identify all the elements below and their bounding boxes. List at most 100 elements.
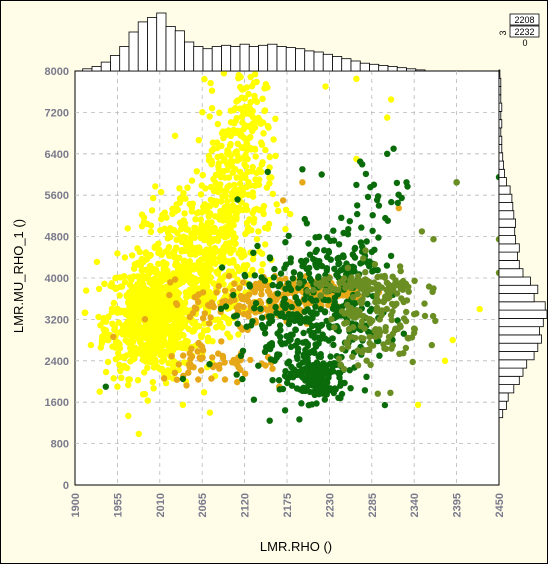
data-point <box>238 94 245 101</box>
data-point <box>206 113 213 120</box>
data-point <box>83 287 90 294</box>
data-point <box>184 184 191 191</box>
top-histogram-bar <box>415 69 426 72</box>
data-point <box>165 360 172 367</box>
data-point <box>387 96 395 103</box>
data-point <box>181 322 189 329</box>
data-point <box>142 249 150 256</box>
data-point <box>179 269 187 276</box>
data-point <box>138 293 145 301</box>
data-point <box>262 241 269 248</box>
data-point <box>358 334 365 342</box>
data-point <box>245 90 252 98</box>
data-point <box>329 305 337 312</box>
data-point <box>115 319 123 326</box>
data-point <box>307 309 314 316</box>
data-point <box>277 338 284 346</box>
data-point <box>298 257 305 265</box>
right-histogram-bar <box>498 293 535 303</box>
data-point <box>176 185 183 192</box>
right-histogram-bar <box>498 86 502 96</box>
data-point <box>254 242 261 250</box>
data-point <box>325 297 332 304</box>
data-point <box>197 216 204 223</box>
data-point <box>208 87 216 94</box>
data-point <box>376 329 384 336</box>
data-point <box>196 244 203 251</box>
data-point <box>411 311 418 318</box>
top-histogram-bar <box>193 46 204 72</box>
data-point <box>270 136 277 143</box>
data-point <box>187 288 194 295</box>
data-point <box>182 337 190 345</box>
data-point <box>172 300 180 307</box>
data-point <box>301 308 308 315</box>
data-point <box>194 348 201 355</box>
data-point <box>148 207 156 214</box>
data-point <box>382 327 389 335</box>
data-point <box>258 291 265 298</box>
data-point <box>121 278 129 286</box>
data-point <box>171 247 178 255</box>
data-point <box>200 233 208 240</box>
data-point <box>237 186 244 193</box>
data-point <box>366 346 373 354</box>
y-tick-label: 2400 <box>45 356 69 368</box>
right-histogram-bar <box>498 144 503 154</box>
data-point <box>421 300 428 307</box>
data-point <box>147 222 155 229</box>
right-histogram-bar <box>498 201 514 212</box>
data-point <box>327 353 334 360</box>
data-point <box>266 320 273 327</box>
data-point <box>396 322 404 329</box>
data-point <box>167 279 174 286</box>
data-point <box>398 295 405 302</box>
data-point <box>110 333 117 340</box>
data-point <box>142 266 150 274</box>
y-tick-label: 7200 <box>45 107 69 119</box>
data-point <box>336 279 343 286</box>
data-point <box>282 368 289 375</box>
data-point <box>157 188 165 196</box>
data-point <box>249 318 256 325</box>
data-point <box>149 378 156 386</box>
data-point <box>232 117 239 125</box>
data-point <box>114 383 121 390</box>
data-point <box>221 376 229 383</box>
data-point <box>158 316 165 324</box>
x-tick-label: 1955 <box>112 493 124 517</box>
data-point <box>247 99 254 106</box>
x-axis-label: LMR.RHO () <box>260 539 332 554</box>
data-point <box>243 219 251 227</box>
data-point <box>338 214 345 221</box>
data-point <box>121 362 128 370</box>
top-histogram-bar <box>239 43 250 72</box>
data-point <box>135 430 142 438</box>
data-point <box>244 168 252 176</box>
right-histogram-bar <box>498 210 515 220</box>
x-tick-label: 2230 <box>324 493 336 517</box>
data-point <box>262 81 270 88</box>
data-point <box>303 257 310 264</box>
data-point <box>282 275 289 282</box>
data-point <box>374 390 381 397</box>
data-point <box>126 376 133 383</box>
data-point <box>225 268 233 275</box>
data-point <box>256 166 263 173</box>
data-point <box>272 152 279 160</box>
data-point <box>261 107 268 115</box>
data-point <box>174 206 181 214</box>
data-point <box>371 246 378 253</box>
data-point <box>360 255 367 262</box>
data-point <box>201 320 208 327</box>
right-histogram-bar <box>498 367 524 377</box>
data-point <box>230 107 237 114</box>
data-point <box>163 214 170 221</box>
data-point <box>171 132 179 139</box>
data-point <box>402 317 410 325</box>
data-point <box>250 249 257 256</box>
data-point <box>264 225 271 232</box>
data-point <box>167 296 174 304</box>
data-point <box>383 286 390 293</box>
data-point <box>209 354 216 361</box>
